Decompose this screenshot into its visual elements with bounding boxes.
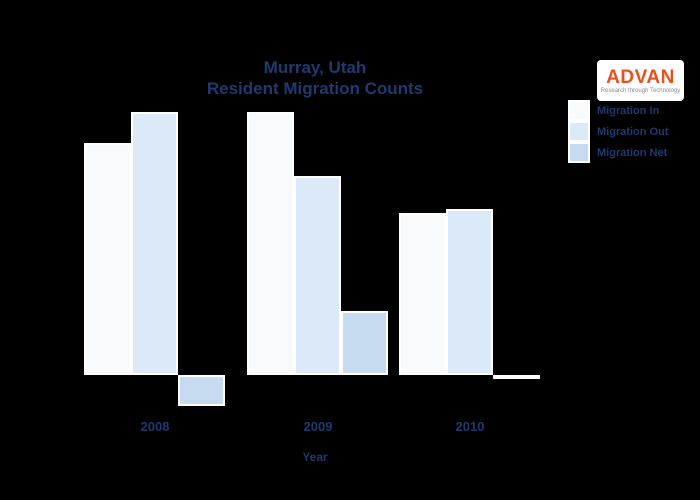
bar-migration-out-2008 (131, 112, 178, 375)
bar-migration-out-2010 (446, 209, 493, 375)
legend: Migration In Migration Out Migration Net (568, 100, 669, 163)
bar-migration-in-2009 (247, 112, 294, 375)
chart-title: Murray, Utah Resident Migration Counts (15, 57, 615, 99)
advan-logo: ADVAN Research through Technology (597, 60, 684, 101)
chart-title-line1: Murray, Utah (263, 58, 367, 77)
advan-logo-tagline: Research through Technology (600, 87, 681, 94)
legend-label-migration-out: Migration Out (597, 125, 669, 138)
bar-migration-net-2008 (178, 375, 225, 406)
x-tick-2010: 2010 (455, 419, 485, 434)
x-axis-title: Year (302, 450, 328, 464)
bar-migration-net-2010 (493, 375, 540, 379)
legend-label-migration-in: Migration In (597, 104, 660, 117)
legend-label-migration-net: Migration Net (597, 146, 668, 159)
legend-swatch-migration-out (568, 121, 590, 142)
bar-migration-in-2008 (84, 143, 131, 375)
x-tick-2008: 2008 (140, 419, 170, 434)
legend-swatch-migration-in (568, 100, 590, 121)
legend-item-migration-out: Migration Out (568, 121, 669, 142)
bar-migration-in-2010 (399, 213, 446, 375)
chart-title-line2: Resident Migration Counts (206, 79, 424, 98)
advan-logo-text: ADVAN (606, 66, 675, 88)
bar-migration-net-2009 (341, 311, 388, 375)
legend-item-migration-in: Migration In (568, 100, 669, 121)
legend-swatch-migration-net (568, 142, 590, 163)
x-tick-2009: 2009 (303, 419, 333, 434)
legend-item-migration-net: Migration Net (568, 142, 669, 163)
bar-migration-out-2009 (294, 176, 341, 375)
